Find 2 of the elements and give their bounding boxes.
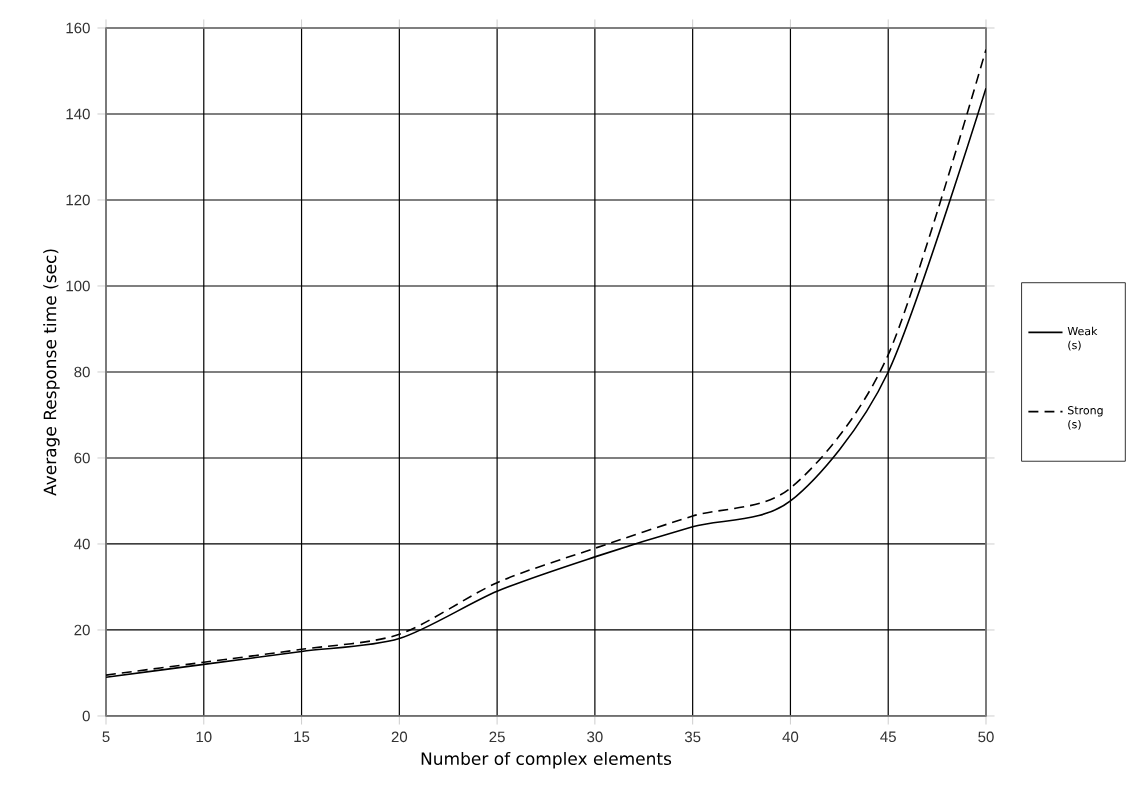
x-axis-title: Number of complex elements	[421, 751, 672, 769]
y-axis-title: Average Response time (sec)	[43, 249, 60, 496]
